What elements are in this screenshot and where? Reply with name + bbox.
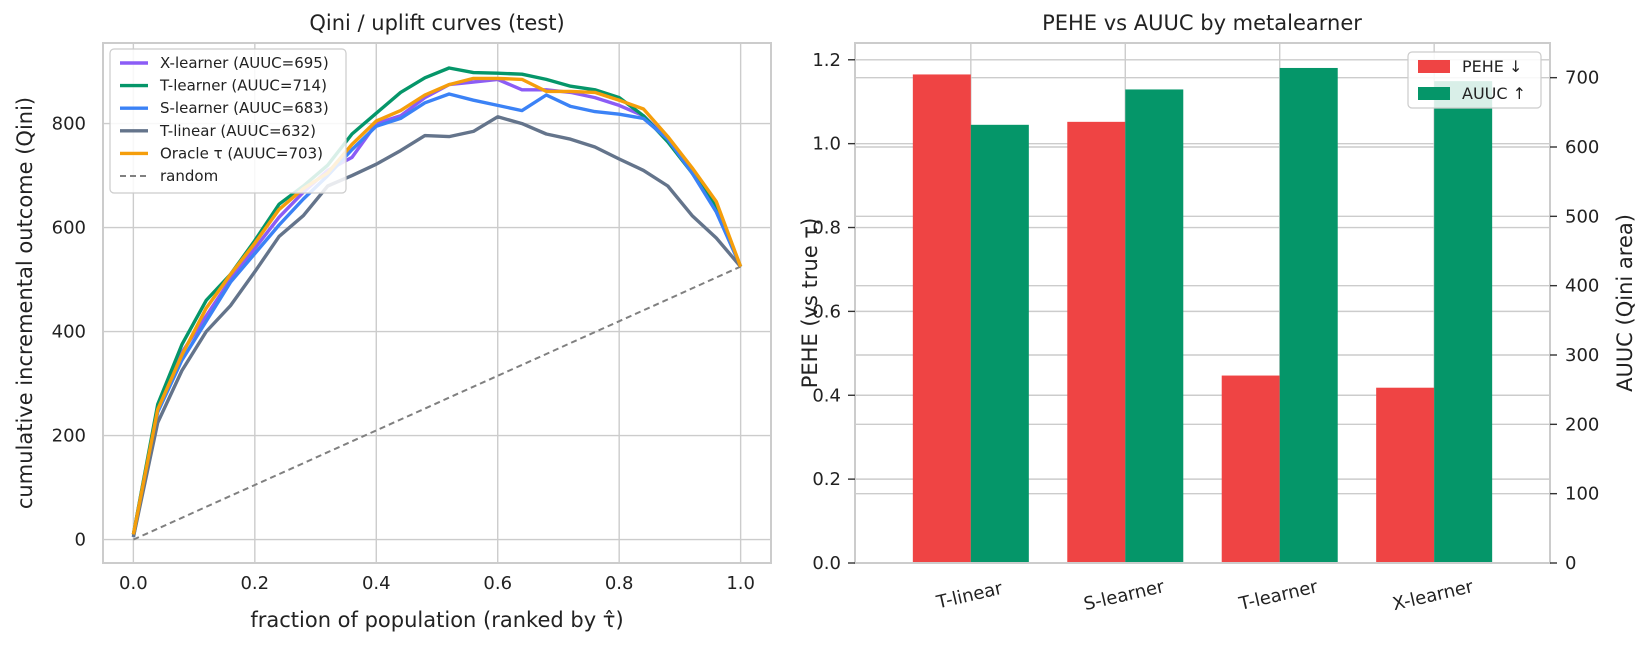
left-y-tick-label: 400 [52,322,86,343]
left-chart-title: Qini / uplift curves (test) [309,11,564,35]
x-tick-label-t-linear: T-linear [934,578,1005,614]
series-line-oracle-auuc-703 [131,76,743,535]
legend-label-x-learner-auuc-695: X-learner (AUUC=695) [160,54,329,72]
right-right-y-tick-label: 0 [1565,553,1576,574]
series-line-random [132,265,742,541]
right-left-y-tick-label: 1.2 [812,50,841,71]
right-right-y-tick-label: 500 [1565,206,1599,227]
series-line-s-learner-auuc-683 [131,92,743,538]
right-left-axis-label: PEHE (vs true τ) [798,218,822,389]
bar-auuc-s-learner [1125,89,1184,563]
right-chart-title: PEHE vs AUUC by metalearner [1042,11,1362,35]
legend-swatch-pehe [1418,60,1450,73]
legend-label-t-linear-auuc-632: T-linear (AUUC=632) [159,122,316,140]
legend-label-s-learner-auuc-683: S-learner (AUUC=683) [160,99,329,117]
qini-chart: 0.0 0.2 0.4 0.6 0.8 1.0 0 200 400 600 800 Qini / u… [13,11,772,632]
bar-pehe-t-linear [912,74,971,564]
bar-pehe-s-learner [1067,121,1126,563]
left-x-tick-label: 1.0 [726,573,755,594]
x-tick-label-t-learner: T-learner [1236,576,1320,615]
right-left-y-tick-label: 1.0 [812,134,841,155]
right-left-y-tick-label: 0.0 [812,553,841,574]
left-x-tick-label: 0.8 [605,573,634,594]
legend-label-auuc: AUUC ↑ [1462,84,1526,103]
right-right-y-tick-label: 600 [1565,137,1599,158]
right-right-y-tick-label: 400 [1565,276,1599,297]
right-plot-frame [854,42,1551,564]
left-legend-box [109,48,347,194]
pehe-auuc-chart: 0.0 0.2 0.4 0.6 0.8 1.0 1.2 0 100 200 300 400 500 600… [798,11,1637,615]
left-x-tick-label: 0.4 [362,573,391,594]
left-tick-labels: 0.0 0.2 0.4 0.6 0.8 1.0 0 200 400 600 800 [52,114,755,594]
left-series-lines [131,66,743,541]
bar-pehe-x-learner [1376,387,1435,563]
legend-label-t-learner-auuc-714: T-learner (AUUC=714) [159,77,327,95]
legend-label-oracle-auuc-703: Oracle τ (AUUC=703) [160,144,323,162]
left-x-tick-label: 0.6 [483,573,512,594]
bar-pehe-t-learner [1221,375,1280,563]
left-plot-frame [102,42,772,564]
left-x-axis-label: fraction of population (ranked by τ̂) [250,608,623,632]
right-legend: PEHE ↓ AUUC ↑ [1407,51,1542,109]
right-left-y-tick-label: 0.8 [812,218,841,239]
x-tick-label-s-learner: S-learner [1082,576,1167,615]
right-right-y-tick-label: 200 [1565,414,1599,435]
legend-label-pehe: PEHE ↓ [1462,57,1522,76]
right-left-y-tick-label: 0.4 [812,385,841,406]
left-y-tick-label: 0 [75,530,86,551]
left-x-tick-label: 0.2 [240,573,269,594]
left-y-tick-label: 200 [52,426,86,447]
left-y-tick-label: 800 [52,114,86,135]
legend-swatch-auuc [1418,87,1450,100]
left-y-axis-label: cumulative incremental outcome (Qini) [13,97,37,509]
right-right-axis-label: AUUC (Qini area) [1613,214,1637,392]
left-y-tick-label: 600 [52,218,86,239]
bar-auuc-t-linear [970,124,1029,564]
left-legend: X-learner (AUUC=695) T-learner (AUUC=714)… [109,48,347,194]
series-line-t-linear-auuc-632 [131,115,742,538]
x-tick-label-x-learner: X-learner [1391,576,1476,615]
bar-auuc-t-learner [1279,67,1338,564]
left-x-tick-label: 0.0 [119,573,148,594]
right-left-y-tick-label: 0.6 [812,301,841,322]
legend-label-random: random [160,167,218,185]
bar-auuc-x-learner [1434,81,1493,563]
right-bars [912,67,1493,564]
right-right-y-tick-label: 100 [1565,484,1599,505]
right-right-y-tick-label: 700 [1565,68,1599,89]
right-left-y-tick-label: 0.2 [812,469,841,490]
right-right-y-tick-label: 300 [1565,345,1599,366]
